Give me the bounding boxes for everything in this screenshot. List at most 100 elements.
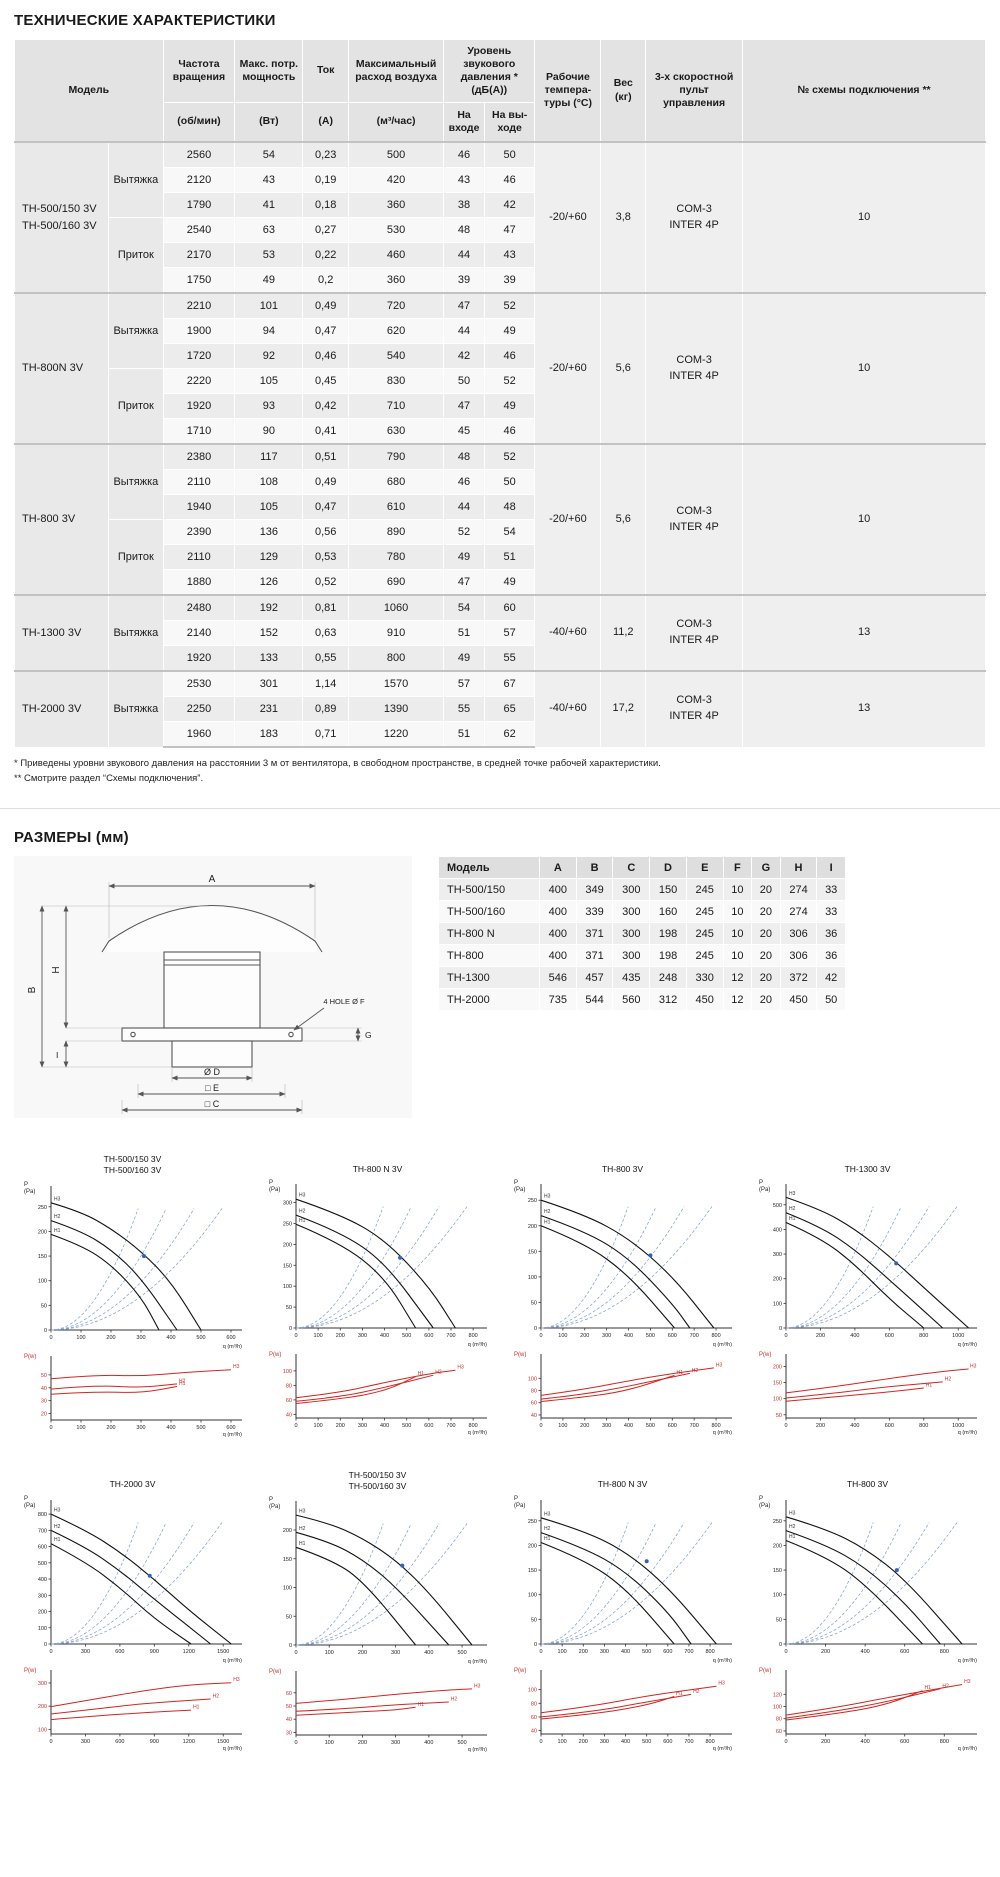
spec-value: 94 bbox=[234, 318, 304, 344]
spec-value: 39 bbox=[483, 267, 536, 294]
dims-value: 20 bbox=[751, 878, 781, 902]
dims-value: 400 bbox=[539, 878, 577, 902]
svg-text:H2: H2 bbox=[299, 1209, 306, 1215]
model-name: ТН-1300 3V bbox=[13, 594, 110, 672]
svg-text:H1: H1 bbox=[179, 1381, 186, 1387]
spec-value: 420 bbox=[347, 167, 445, 193]
svg-text:H3: H3 bbox=[474, 1683, 481, 1689]
spec-value: 830 bbox=[347, 368, 445, 394]
spec-value: 49 bbox=[483, 393, 536, 419]
scheme-number: 10 bbox=[742, 443, 986, 596]
svg-text:P: P bbox=[514, 1180, 518, 1186]
spec-value: 360 bbox=[347, 192, 445, 218]
performance-charts: TH-500/150 3V TH-500/160 3V 0 50 100 150 200 2… bbox=[14, 1154, 986, 1752]
spec-row: 2110 129 0,53 780 49 51 bbox=[15, 544, 986, 570]
spec-value: 0,47 bbox=[302, 318, 349, 344]
direction-label: Вытяжка bbox=[108, 141, 164, 218]
spec-row: 1960 183 0,71 1220 51 62 bbox=[15, 721, 986, 748]
svg-text:300: 300 bbox=[282, 1201, 291, 1207]
dims-value: 330 bbox=[685, 966, 724, 990]
svg-text:H1: H1 bbox=[544, 1220, 551, 1226]
svg-text:300: 300 bbox=[357, 1423, 366, 1429]
svg-text:200: 200 bbox=[335, 1423, 344, 1429]
svg-text:H1: H1 bbox=[676, 1691, 683, 1697]
spec-value: 790 bbox=[347, 443, 445, 470]
svg-text:H2: H2 bbox=[544, 1209, 551, 1215]
spec-value: 0,2 bbox=[302, 267, 349, 294]
spec-value: 2480 bbox=[162, 594, 236, 621]
svg-text:80: 80 bbox=[285, 1384, 291, 1390]
svg-text:q (m³/h): q (m³/h) bbox=[957, 1430, 976, 1436]
spec-value: 1920 bbox=[162, 393, 236, 419]
svg-text:600: 600 bbox=[226, 1425, 235, 1431]
scheme-number: 10 bbox=[742, 141, 986, 294]
spec-row: ТН-800 3V Вытяжка 2380 117 0,51 790 48 52 -20/+6… bbox=[13, 443, 986, 596]
svg-text:50: 50 bbox=[530, 1617, 536, 1623]
spec-value: 44 bbox=[443, 494, 485, 520]
svg-text:100: 100 bbox=[313, 1423, 322, 1429]
spec-value: 42 bbox=[483, 192, 536, 218]
svg-text:P(w): P(w) bbox=[24, 1668, 36, 1674]
dims-col-header: H bbox=[779, 856, 818, 880]
dims-value: 50 bbox=[816, 988, 846, 1012]
dims-value: 306 bbox=[779, 944, 818, 968]
svg-text:700: 700 bbox=[684, 1649, 693, 1655]
svg-text:H1: H1 bbox=[676, 1370, 683, 1376]
svg-text:0: 0 bbox=[539, 1739, 542, 1745]
svg-text:30: 30 bbox=[285, 1730, 291, 1736]
weight-value: 5,6 bbox=[600, 443, 647, 596]
drawing-panel: A B H I G 4 HOLE Ø F Ø D □ E □ C bbox=[14, 856, 412, 1119]
model-name: ТН-800 3V bbox=[13, 443, 110, 596]
col-header-scheme: № схемы подключения ** bbox=[742, 39, 986, 143]
svg-text:q (m³/h): q (m³/h) bbox=[957, 1342, 976, 1348]
svg-text:H2: H2 bbox=[691, 1368, 698, 1374]
svg-text:(Pa): (Pa) bbox=[514, 1187, 525, 1193]
svg-text:0: 0 bbox=[49, 1739, 52, 1745]
dims-value: 372 bbox=[779, 966, 818, 990]
svg-text:50: 50 bbox=[285, 1704, 291, 1710]
dims-row: ТН-500/160 400 339 300 160 245 10 20 274 33 bbox=[438, 900, 846, 924]
svg-text:60: 60 bbox=[530, 1714, 536, 1720]
footnote-schemes: ** Смотрите раздел “Схемы подключения”. bbox=[14, 772, 204, 784]
footnotes: * Приведены уровни звукового давления на… bbox=[14, 757, 986, 786]
spec-value: 133 bbox=[234, 645, 304, 672]
dims-value: 160 bbox=[649, 900, 687, 924]
svg-text:H1: H1 bbox=[54, 1227, 61, 1233]
svg-text:200: 200 bbox=[580, 1333, 589, 1339]
dims-value: 274 bbox=[779, 878, 818, 902]
spec-table-header: Модель Частота вращения Макс. потр. мощн… bbox=[14, 39, 986, 143]
spec-value: 65 bbox=[483, 696, 536, 722]
svg-text:150: 150 bbox=[772, 1381, 781, 1387]
direction-label: Вытяжка bbox=[108, 670, 164, 748]
svg-text:400: 400 bbox=[379, 1333, 388, 1339]
svg-text:H1: H1 bbox=[417, 1701, 424, 1707]
svg-text:400: 400 bbox=[860, 1649, 869, 1655]
svg-text:100: 100 bbox=[527, 1687, 536, 1693]
spec-value: 152 bbox=[234, 620, 304, 646]
spec-value: 43 bbox=[234, 167, 304, 193]
spec-row: ТН-1300 3V Вытяжка 2480 192 0,81 1060 54 60 -40/… bbox=[13, 594, 986, 672]
svg-text:120: 120 bbox=[772, 1692, 781, 1698]
svg-text:H2: H2 bbox=[435, 1370, 442, 1376]
svg-text:800: 800 bbox=[468, 1423, 477, 1429]
svg-text:P: P bbox=[24, 1496, 28, 1502]
spec-value: 62 bbox=[483, 721, 536, 748]
svg-text:600: 600 bbox=[667, 1423, 676, 1429]
spec-value: 49 bbox=[443, 544, 485, 570]
spec-value: 2210 bbox=[162, 292, 236, 319]
dims-col-header: B bbox=[575, 856, 614, 880]
scheme-number: 10 bbox=[742, 292, 986, 445]
svg-text:500: 500 bbox=[457, 1650, 466, 1656]
svg-text:600: 600 bbox=[884, 1333, 893, 1339]
spec-value: 126 bbox=[234, 569, 304, 596]
spec-value: 0,27 bbox=[302, 217, 349, 243]
svg-text:q (m³/h): q (m³/h) bbox=[957, 1746, 976, 1752]
chart-title: TH-800 N 3V bbox=[352, 1164, 403, 1175]
svg-text:50: 50 bbox=[40, 1303, 46, 1309]
svg-text:80: 80 bbox=[530, 1701, 536, 1707]
spec-value: 51 bbox=[443, 620, 485, 646]
spec-value: 129 bbox=[234, 544, 304, 570]
dims-col-header: A bbox=[539, 856, 577, 880]
svg-text:500: 500 bbox=[37, 1560, 46, 1566]
svg-text:100: 100 bbox=[772, 1704, 781, 1710]
